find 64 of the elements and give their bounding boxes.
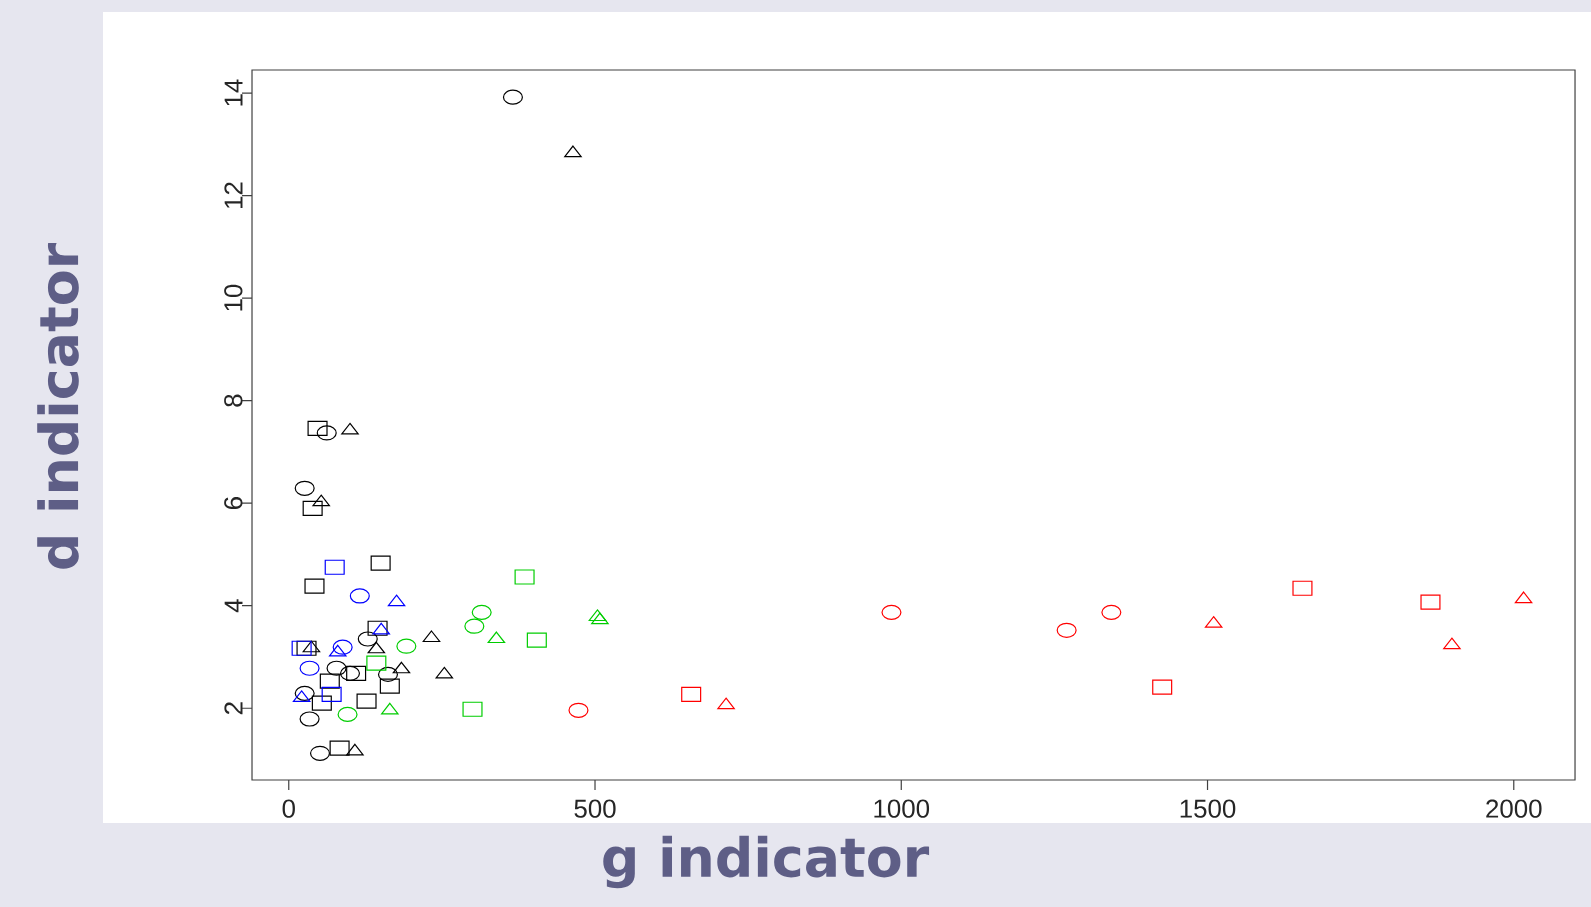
point <box>309 745 331 761</box>
point <box>332 639 353 655</box>
y-axis-title: d indicator <box>37 242 79 569</box>
point <box>339 665 361 681</box>
point <box>349 588 370 604</box>
point <box>337 706 358 722</box>
point <box>370 555 391 571</box>
point <box>471 604 492 620</box>
y-tick-label: 4 <box>224 599 243 613</box>
point <box>681 686 702 702</box>
point <box>316 425 337 441</box>
point <box>302 500 323 516</box>
point <box>564 145 582 158</box>
point <box>341 422 359 435</box>
point <box>324 559 345 575</box>
point <box>1152 679 1173 695</box>
point <box>321 686 342 702</box>
x-tick-label: 0 <box>282 799 295 818</box>
point <box>1420 594 1441 610</box>
point <box>526 632 547 648</box>
point <box>346 665 367 681</box>
x-tick-label: 1000 <box>874 799 930 818</box>
point <box>307 420 328 436</box>
point <box>1101 604 1122 620</box>
point <box>377 666 399 682</box>
point <box>304 578 325 594</box>
y-tick-label: 2 <box>224 702 243 715</box>
point <box>367 620 388 636</box>
point <box>294 685 315 701</box>
point <box>464 618 485 634</box>
point <box>1292 580 1313 596</box>
y-tick-label: 14 <box>224 79 243 106</box>
y-tick-label: 6 <box>224 497 243 510</box>
y-tick-label: 8 <box>224 394 243 407</box>
point <box>717 697 735 710</box>
point <box>1056 622 1077 638</box>
x-axis-title: g indicator <box>603 835 930 889</box>
point <box>299 711 320 727</box>
point <box>357 631 378 647</box>
point <box>396 638 417 654</box>
point <box>1443 637 1461 650</box>
point <box>381 702 399 715</box>
point <box>379 678 400 694</box>
point <box>294 480 315 496</box>
point <box>346 743 364 756</box>
y-tick-label: 12 <box>224 182 243 209</box>
point <box>319 673 340 689</box>
x-tick-label: 1500 <box>1180 799 1236 818</box>
point <box>356 693 377 709</box>
point <box>326 660 347 676</box>
point <box>329 740 350 756</box>
point <box>366 655 387 671</box>
point <box>881 604 902 620</box>
point <box>312 494 330 507</box>
point <box>568 702 589 718</box>
point <box>311 695 332 711</box>
x-tick-label: 2000 <box>1486 799 1542 818</box>
x-tick-label: 500 <box>574 799 616 818</box>
point <box>291 640 312 656</box>
point <box>299 660 320 676</box>
point <box>514 569 535 585</box>
y-tick-label: 10 <box>224 284 243 311</box>
point <box>462 701 483 717</box>
point <box>502 89 523 105</box>
